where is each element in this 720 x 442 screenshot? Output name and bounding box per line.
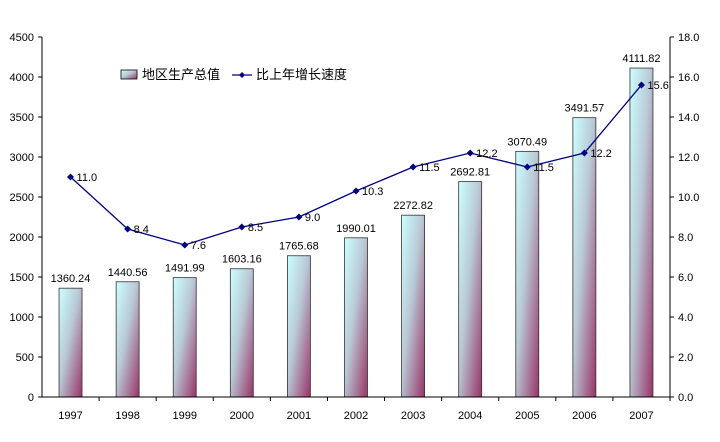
bar-2003 (401, 214, 425, 398)
bar-label-1997: 1360.24 (51, 273, 91, 285)
bar-2004 (458, 181, 483, 398)
growth-point-1999 (181, 241, 189, 249)
y-left-tick-label: 4500 (10, 32, 34, 44)
bar-1997 (58, 287, 83, 398)
growth-point-1998 (124, 225, 132, 233)
y-left-tick-label: 0 (28, 392, 34, 404)
x-tick-label-2001: 2001 (287, 410, 311, 422)
x-tick-label-2000: 2000 (230, 410, 254, 422)
growth-line (70, 84, 642, 246)
y-right-tick-label: 10.0 (678, 192, 699, 204)
x-tick-label-2004: 2004 (458, 410, 482, 422)
growth-label-2001: 9.0 (305, 212, 320, 224)
y-right-tick-label: 16.0 (678, 72, 699, 84)
growth-label-1997: 11.0 (77, 172, 98, 184)
y-left-tick-label: 4000 (10, 72, 34, 84)
growth-label-1999: 7.6 (191, 240, 206, 252)
growth-point-2004 (466, 149, 474, 157)
legend-bar-swatch (120, 69, 138, 80)
y-left-tick-label: 3500 (10, 112, 34, 124)
y-left-tick-label: 500 (16, 352, 34, 364)
legend-line-marker (239, 72, 245, 78)
x-tick-label-1998: 1998 (115, 410, 139, 422)
bar-label-2003: 2272.82 (393, 200, 433, 212)
bar-label-2000: 1603.16 (222, 254, 262, 266)
growth-point-2005 (523, 163, 531, 171)
bar-2002 (344, 237, 368, 398)
growth-label-2007: 15.6 (647, 80, 668, 92)
bar-2007 (629, 67, 654, 398)
growth-label-2004: 12.2 (476, 148, 497, 160)
bar-1999 (172, 277, 197, 398)
x-tick-label-1999: 1999 (172, 410, 196, 422)
bar-label-2001: 1765.68 (279, 241, 319, 253)
x-tick-label-1997: 1997 (58, 410, 82, 422)
legend: 地区生产总值 比上年增长速度 (120, 67, 347, 82)
y-right-tick-label: 6.0 (678, 272, 693, 284)
growth-point-2007 (637, 81, 645, 89)
y-right-tick-label: 0.0 (678, 392, 693, 404)
y-right-tick-label: 12.0 (678, 152, 699, 164)
y-right-tick-label: 2.0 (678, 352, 693, 364)
bar-2000 (229, 268, 254, 398)
y-right-tick-label: 18.0 (678, 32, 699, 44)
legend-line-label: 比上年增长速度 (256, 67, 347, 82)
bar-2001 (287, 255, 311, 398)
y-right-tick-label: 14.0 (678, 112, 699, 124)
y-right-tick-label: 4.0 (678, 312, 693, 324)
growth-point-1997 (67, 173, 75, 181)
bar-label-1999: 1491.99 (165, 263, 205, 275)
y-left-tick-label: 1500 (10, 272, 34, 284)
y-left-tick-label: 2000 (10, 232, 34, 244)
growth-label-2002: 10.3 (362, 186, 383, 198)
bar-label-2005: 3070.49 (507, 136, 547, 148)
y-left-tick-label: 3000 (10, 152, 34, 164)
bar-label-2004: 2692.81 (450, 167, 490, 179)
x-tick-label-2006: 2006 (572, 410, 596, 422)
x-tick-label-2003: 2003 (401, 410, 425, 422)
growth-point-2003 (409, 163, 417, 171)
growth-point-2000 (238, 223, 246, 231)
growth-point-2006 (580, 149, 588, 157)
x-tick-label-2007: 2007 (629, 410, 653, 422)
bar-label-1998: 1440.56 (108, 267, 148, 279)
x-tick-label-2002: 2002 (344, 410, 368, 422)
bar-label-2007: 4111.82 (622, 53, 660, 65)
y-left-tick-label: 2500 (10, 192, 34, 204)
y-right-tick-label: 8.0 (678, 232, 693, 244)
bar-1998 (115, 281, 140, 398)
bar-2005 (515, 150, 540, 398)
growth-label-1998: 8.4 (134, 224, 149, 236)
growth-point-2002 (352, 187, 360, 195)
growth-label-2003: 11.5 (419, 162, 440, 174)
y-left-tick-label: 1000 (10, 312, 34, 324)
bar-label-2006: 3491.57 (564, 103, 604, 115)
growth-label-2005: 11.5 (533, 162, 554, 174)
growth-point-2001 (295, 213, 303, 221)
growth-label-2006: 12.2 (590, 148, 611, 160)
bar-label-2002: 1990.01 (336, 223, 376, 235)
growth-label-2000: 8.5 (248, 222, 263, 234)
x-tick-label-2005: 2005 (515, 410, 539, 422)
legend-bar-label: 地区生产总值 (142, 67, 220, 82)
